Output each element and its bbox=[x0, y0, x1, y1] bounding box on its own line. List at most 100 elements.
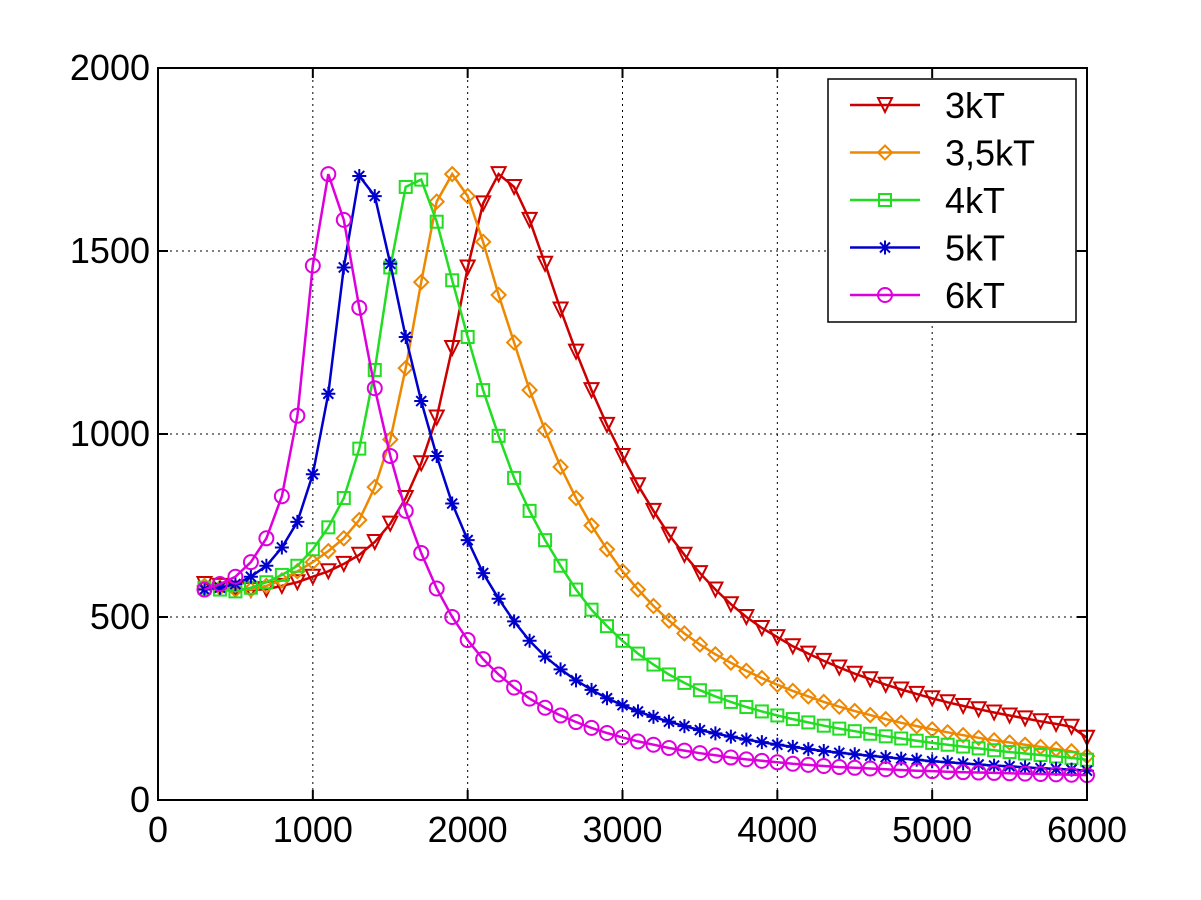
data-point bbox=[1016, 710, 1034, 728]
x-tick-label: 4000 bbox=[737, 809, 817, 850]
data-point bbox=[784, 682, 802, 700]
y-tick-label: 0 bbox=[130, 779, 150, 820]
data-point bbox=[738, 751, 755, 768]
data-point bbox=[366, 533, 384, 552]
data-point bbox=[352, 168, 367, 183]
data-point bbox=[490, 286, 508, 304]
data-point bbox=[815, 757, 832, 774]
data-point bbox=[846, 759, 863, 776]
legend-label: 4kT bbox=[945, 180, 1005, 221]
data-point bbox=[1047, 715, 1065, 734]
data-point bbox=[770, 737, 785, 752]
legend-entry: 3,5kT bbox=[850, 133, 1035, 174]
data-point bbox=[552, 458, 569, 476]
series-line bbox=[204, 171, 1088, 758]
data-point bbox=[273, 577, 291, 596]
data-point bbox=[319, 542, 337, 560]
data-point bbox=[553, 558, 568, 573]
data-point bbox=[661, 667, 676, 682]
data-point bbox=[507, 470, 522, 485]
data-point bbox=[877, 761, 894, 778]
data-point bbox=[443, 339, 461, 358]
series-layer bbox=[195, 165, 1096, 784]
data-point bbox=[985, 731, 1003, 749]
data-point bbox=[739, 700, 754, 715]
data-point bbox=[598, 416, 616, 435]
data-point bbox=[737, 662, 755, 680]
data-point bbox=[754, 735, 769, 750]
data-point bbox=[863, 748, 878, 763]
data-point bbox=[831, 759, 848, 776]
legend-marker bbox=[878, 193, 892, 207]
data-point bbox=[274, 540, 289, 555]
x-tick-label: 6000 bbox=[1047, 809, 1127, 850]
data-point bbox=[243, 569, 258, 584]
data-point bbox=[923, 690, 941, 708]
data-point bbox=[538, 533, 553, 548]
axis-ticks: 0 1000 2000 3000 4000 5000 6000 0 500 1000 1500 200… bbox=[70, 47, 1127, 850]
data-point bbox=[646, 709, 661, 724]
data-point bbox=[567, 489, 585, 507]
data-point bbox=[336, 491, 351, 506]
data-point bbox=[552, 707, 569, 724]
data-point bbox=[474, 233, 492, 251]
series-line bbox=[204, 172, 1088, 739]
data-point bbox=[567, 343, 585, 361]
data-point bbox=[629, 581, 647, 598]
data-point bbox=[630, 704, 645, 719]
data-point bbox=[445, 273, 460, 288]
data-point bbox=[520, 211, 539, 230]
data-point bbox=[352, 441, 367, 456]
data-point bbox=[877, 710, 895, 728]
data-point bbox=[971, 741, 986, 756]
data-point bbox=[538, 649, 553, 664]
data-point bbox=[413, 544, 430, 561]
data-point bbox=[412, 273, 430, 291]
data-point bbox=[1031, 713, 1050, 731]
data-point bbox=[969, 701, 988, 719]
data-point bbox=[753, 669, 771, 687]
legend-marker bbox=[878, 240, 892, 255]
data-point bbox=[507, 614, 522, 629]
data-point bbox=[273, 488, 290, 505]
data-point bbox=[722, 749, 739, 766]
data-point bbox=[412, 455, 430, 473]
data-point bbox=[583, 517, 600, 534]
data-point bbox=[909, 733, 924, 748]
data-point bbox=[1033, 747, 1048, 762]
data-point bbox=[491, 428, 506, 443]
data-point bbox=[600, 691, 615, 706]
data-point bbox=[459, 187, 477, 205]
data-point bbox=[304, 257, 321, 274]
data-point bbox=[801, 715, 816, 730]
data-point bbox=[582, 382, 601, 400]
data-point bbox=[908, 685, 926, 704]
data-point bbox=[784, 638, 802, 656]
data-point bbox=[846, 702, 864, 720]
data-point bbox=[878, 750, 893, 765]
data-point bbox=[304, 553, 322, 571]
data-point bbox=[1064, 762, 1079, 777]
data-point bbox=[474, 195, 492, 213]
data-point bbox=[1017, 765, 1034, 782]
data-point bbox=[954, 726, 972, 744]
data-point bbox=[691, 565, 709, 583]
x-tick-label: 3000 bbox=[582, 809, 662, 850]
data-point bbox=[629, 477, 647, 495]
data-point bbox=[970, 764, 987, 781]
y-tick-label: 1500 bbox=[70, 230, 150, 271]
data-point bbox=[367, 189, 382, 204]
data-point bbox=[1002, 745, 1017, 760]
data-point bbox=[660, 526, 678, 544]
data-point bbox=[335, 529, 353, 547]
data-point bbox=[753, 752, 770, 769]
data-point bbox=[475, 651, 492, 668]
data-point bbox=[428, 193, 446, 211]
data-point bbox=[894, 731, 909, 746]
data-point bbox=[846, 665, 864, 683]
data-point bbox=[939, 763, 956, 780]
data-point bbox=[660, 612, 678, 630]
series-line bbox=[204, 177, 1088, 761]
data-point bbox=[615, 633, 630, 648]
